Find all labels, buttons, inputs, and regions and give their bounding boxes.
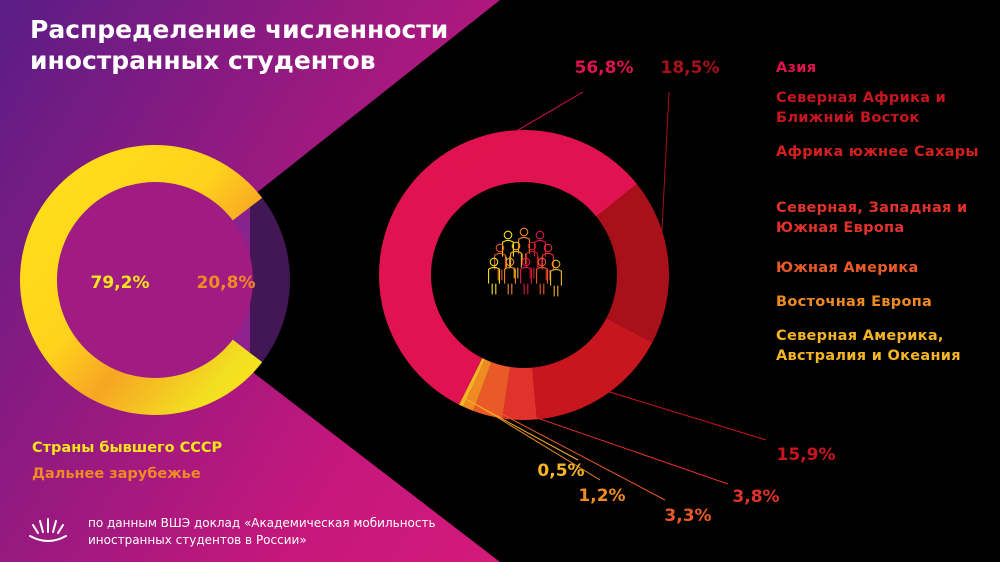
donut-chart-regions xyxy=(379,129,669,420)
leader-line-3 xyxy=(519,411,729,485)
legend-item-eastern-europe: Восточная Европа xyxy=(776,294,933,310)
slice-region-2 xyxy=(532,318,653,420)
value-label-region-5: 1,2% xyxy=(578,486,625,506)
slice-labels: 56,8% 18,5% 15,9% 3,8% 3,3% 1,2% 0,5% xyxy=(537,58,835,526)
hse-logo-icon xyxy=(26,516,70,549)
value-label-region-4: 3,3% xyxy=(664,506,711,526)
legend-item-south-america: Южная Америка xyxy=(776,260,919,276)
slice-region-6 xyxy=(459,358,485,407)
legend-item-sub-saharan-africa: Африка южнее Сахары xyxy=(776,144,979,160)
value-label-region-1: 18,5% xyxy=(661,58,720,78)
value-label-region-3: 3,8% xyxy=(732,487,779,507)
slice-far-abroad xyxy=(232,197,290,363)
people-group-icon xyxy=(488,227,562,297)
value-label-far-abroad: 20,8% xyxy=(197,273,256,293)
slice-former-ussr xyxy=(19,145,263,415)
legend-item-north-america-oceania: Северная Америка, Австралия и Океания xyxy=(776,328,961,364)
leader-line-1 xyxy=(659,91,670,262)
legend-item-asia: Азия xyxy=(776,60,817,76)
leader-line-5 xyxy=(471,401,601,481)
legend-item-europe: Северная, Западная и Южная Европа xyxy=(776,200,968,236)
legend-item-former-ussr: Страны бывшего СССР xyxy=(32,440,223,456)
source-note: по данным ВШЭ доклад «Академическая моби… xyxy=(88,516,436,547)
slice-region-4 xyxy=(473,362,511,419)
leader-lines xyxy=(417,91,767,501)
slice-region-1 xyxy=(596,183,669,343)
value-label-former-ussr: 79,2% xyxy=(91,273,150,293)
slice-region-5 xyxy=(463,359,492,411)
donut-chart-origin: 79,2% 20,8% xyxy=(19,145,290,415)
leader-line-0 xyxy=(417,91,584,190)
donut-hole xyxy=(57,182,253,378)
leader-line-4 xyxy=(489,407,666,501)
leader-line-6 xyxy=(464,398,579,461)
leader-line-2 xyxy=(599,388,767,441)
value-label-region-6: 0,5% xyxy=(537,461,584,481)
value-label-region-2: 15,9% xyxy=(777,445,836,465)
value-label-region-0: 56,8% xyxy=(575,58,634,78)
legend-item-far-abroad: Дальнее зарубежье xyxy=(32,466,201,482)
slice-region-0 xyxy=(379,129,637,405)
legend-item-north-africa: Северная Африка и Ближний Восток xyxy=(776,90,947,126)
slice-region-3 xyxy=(502,366,537,420)
page-title: Распределение численности иностранных ст… xyxy=(30,15,449,75)
